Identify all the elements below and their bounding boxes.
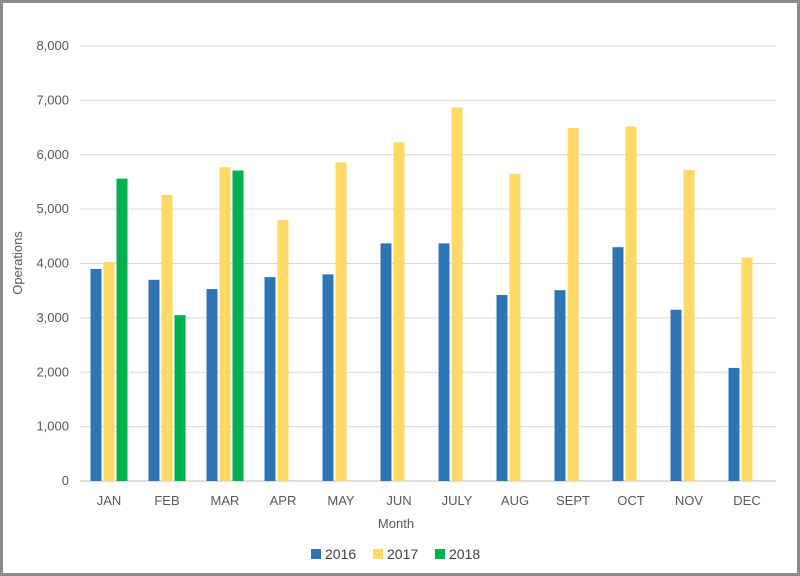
gridlines bbox=[80, 45, 776, 482]
bar-2017-july bbox=[451, 107, 463, 481]
bar-2018-jan bbox=[116, 178, 128, 482]
y-tick-label: 1,000 bbox=[36, 419, 69, 434]
bar-2016-dec bbox=[728, 367, 740, 481]
bar-2017-may bbox=[335, 162, 347, 482]
x-tick-label: JAN bbox=[97, 493, 122, 508]
bar-2016-may bbox=[322, 274, 334, 481]
legend-label-2018: 2018 bbox=[449, 546, 480, 562]
bar-2016-jan bbox=[90, 268, 102, 481]
bar-2016-sept bbox=[554, 290, 566, 481]
legend-swatch-2018 bbox=[435, 549, 445, 559]
x-tick-label: FEB bbox=[154, 493, 179, 508]
x-tick-label: OCT bbox=[617, 493, 645, 508]
bar-2018-feb bbox=[174, 315, 186, 481]
bar-2016-feb bbox=[148, 279, 160, 481]
x-tick-label: SEPT bbox=[556, 493, 590, 508]
legend-swatch-2016 bbox=[311, 549, 321, 559]
x-tick-label: DEC bbox=[733, 493, 760, 508]
legend-label-2017: 2017 bbox=[387, 546, 418, 562]
bar-2016-mar bbox=[206, 289, 218, 481]
bar-2016-aug bbox=[496, 295, 508, 481]
y-tick-label: 2,000 bbox=[36, 364, 69, 379]
legend-swatch-2017 bbox=[373, 549, 383, 559]
bar-2016-nov bbox=[670, 309, 682, 481]
bar-2016-oct bbox=[612, 247, 624, 481]
y-axis-title: Operations bbox=[10, 231, 25, 295]
x-tick-label: JULY bbox=[442, 493, 473, 508]
y-tick-label: 3,000 bbox=[36, 310, 69, 325]
bar-2017-sept bbox=[567, 128, 579, 481]
bar-2017-oct bbox=[625, 126, 637, 481]
bar-2017-nov bbox=[683, 169, 695, 481]
y-tick-label: 8,000 bbox=[36, 38, 69, 53]
bar-2016-jun bbox=[380, 243, 392, 481]
bars bbox=[90, 107, 753, 482]
y-tick-label: 5,000 bbox=[36, 201, 69, 216]
bar-2017-dec bbox=[741, 257, 753, 481]
bar-2017-feb bbox=[161, 194, 173, 482]
bar-2017-jun bbox=[393, 142, 405, 481]
x-tick-label: APR bbox=[270, 493, 297, 508]
y-tick-label: 0 bbox=[62, 473, 69, 488]
x-tick-label: AUG bbox=[501, 493, 529, 508]
x-tick-label: JUN bbox=[386, 493, 411, 508]
legend: 2016 2017 2018 bbox=[311, 546, 480, 562]
y-tick-label: 6,000 bbox=[36, 147, 69, 162]
x-axis-title: Month bbox=[378, 516, 414, 531]
legend-label-2016: 2016 bbox=[325, 546, 356, 562]
bar-2017-mar bbox=[219, 167, 231, 481]
x-axis-ticks: JAN FEB MAR APR MAY JUN JULY AUG SEPT OCT NOV DEC bbox=[97, 493, 761, 508]
y-tick-label: 4,000 bbox=[36, 256, 69, 271]
bar-2016-apr bbox=[264, 277, 276, 481]
bar-2017-apr bbox=[277, 220, 289, 481]
x-tick-label: NOV bbox=[675, 493, 704, 508]
x-tick-label: MAR bbox=[211, 493, 240, 508]
bar-2017-jan bbox=[103, 261, 115, 481]
bar-2017-aug bbox=[509, 173, 521, 481]
y-tick-label: 7,000 bbox=[36, 92, 69, 107]
bar-2016-july bbox=[438, 243, 450, 481]
bar-2018-mar bbox=[232, 170, 244, 482]
x-tick-label: MAY bbox=[327, 493, 355, 508]
y-axis-ticks: 0 1,000 2,000 3,000 4,000 5,000 6,000 7,000 8,00… bbox=[36, 38, 69, 488]
